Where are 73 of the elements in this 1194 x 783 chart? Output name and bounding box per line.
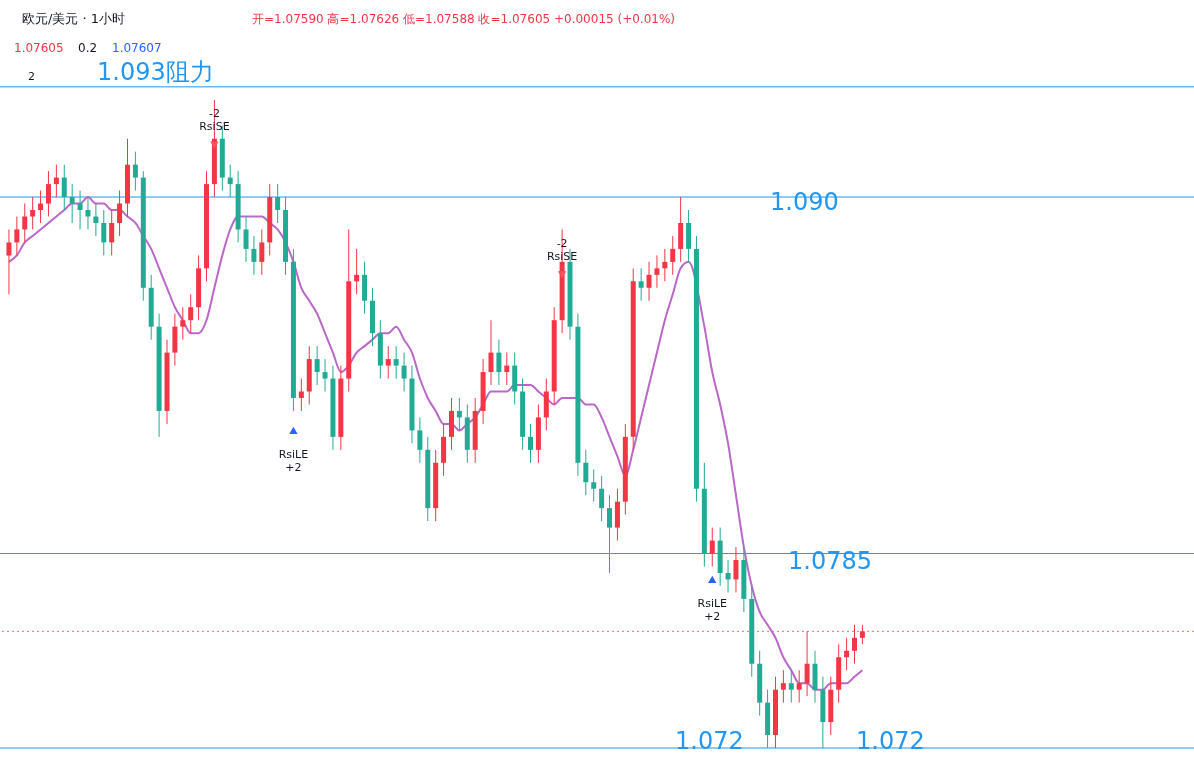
candlestick (69, 183, 75, 224)
candlestick (14, 215, 20, 256)
candlestick (354, 248, 360, 295)
candlestick (101, 209, 107, 256)
candlestick (322, 358, 328, 392)
candlestick (132, 151, 138, 192)
candlestick (670, 235, 676, 276)
candlestick (188, 293, 194, 334)
candlestick (401, 352, 407, 392)
text: 1.07607 (112, 41, 162, 55)
candlestick (456, 397, 462, 431)
candlestick (496, 339, 502, 386)
candlestick (30, 196, 36, 230)
text: 1.07605 (14, 41, 64, 55)
candlestick (662, 248, 668, 282)
candlestick (788, 669, 794, 704)
candlestick (6, 228, 12, 295)
annotation: -2 RsiSE (546, 236, 578, 263)
candlestick (61, 164, 67, 211)
text: 2 (28, 70, 35, 83)
candlestick (385, 345, 391, 380)
candlestick (607, 494, 613, 574)
candlestick (227, 164, 233, 198)
candlestick (77, 190, 83, 230)
candlestick (298, 378, 304, 412)
candlestick (275, 183, 281, 224)
candlestick (488, 319, 494, 386)
candlestick (638, 267, 644, 302)
candlestick (251, 235, 257, 276)
candlestick (85, 196, 91, 230)
annotation: 1.0785 (788, 546, 872, 575)
candlestick (528, 423, 533, 464)
point (557, 271, 567, 279)
annotation: RsiLE +2 (697, 597, 728, 624)
candlestick (259, 228, 265, 276)
point (708, 575, 717, 584)
candlestick (45, 170, 51, 217)
candlestick (180, 306, 186, 341)
candlestick (804, 630, 810, 697)
candlestick (314, 345, 320, 386)
annotation: 1.072 (675, 727, 744, 755)
candlestick (725, 559, 731, 593)
candlestick (844, 637, 850, 671)
point (210, 141, 219, 149)
candlestick (393, 345, 399, 380)
candlestick (733, 546, 739, 593)
annotation: 1.093阻力 (97, 57, 214, 86)
candlestick (243, 215, 249, 263)
annotation: 1.090 (770, 188, 839, 217)
candlestick (852, 624, 857, 665)
candlestick (117, 190, 123, 237)
candlestick (646, 261, 652, 302)
candlestick (591, 468, 597, 503)
text: 开=1.07590 高=1.07626 低=1.07588 收=1.07605 +0.00015 (+0.01%) (252, 12, 675, 26)
candlestick (417, 416, 423, 464)
candlestick (504, 352, 510, 386)
candlestick (38, 190, 44, 224)
candlestick (780, 669, 786, 704)
candlestick (22, 203, 28, 243)
candlestick (859, 624, 865, 645)
candlestick (654, 254, 660, 289)
candlestick (599, 475, 605, 522)
candlestick (53, 164, 59, 198)
candlestick (93, 203, 99, 237)
candlestick (796, 669, 802, 704)
chart-title: 欧元/美元 · 1小时 (22, 11, 126, 26)
candlestick (709, 527, 715, 568)
point (289, 426, 298, 435)
annotation: RsiLE +2 (278, 448, 309, 475)
text: 0.2 (78, 41, 98, 55)
annotation: 1.072 (856, 727, 925, 755)
candlestick (109, 209, 115, 256)
candlestick (583, 449, 589, 496)
